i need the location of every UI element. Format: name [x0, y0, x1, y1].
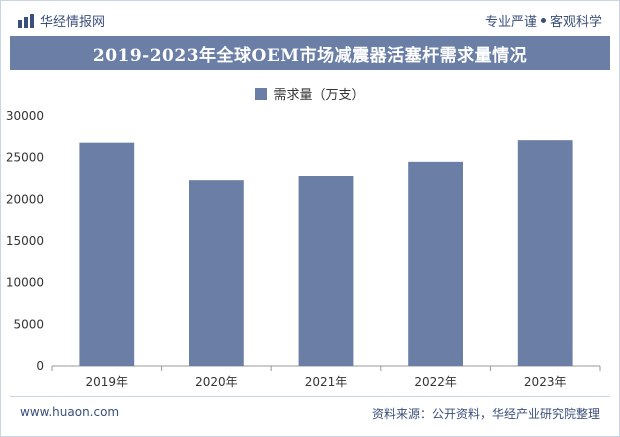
y-tick-label: 5000 [13, 317, 44, 331]
title-bar: 2019-2023年全球OEM市场减震器活塞杆需求量情况 [10, 36, 610, 70]
legend-label: 需求量（万支） [273, 88, 365, 103]
y-tick-label: 10000 [6, 276, 44, 290]
y-tick-label: 30000 [6, 109, 44, 123]
x-tick-label: 2022年 [414, 375, 457, 389]
bar [517, 140, 573, 366]
footer-divider [10, 396, 610, 397]
x-tick-label: 2023年 [524, 375, 567, 389]
bar [189, 180, 244, 366]
bullet-dot-icon [540, 18, 546, 23]
brand: 华经情报网 [18, 11, 105, 30]
slogan-left: 专业严谨 [484, 15, 537, 30]
bar [408, 161, 463, 366]
bar [79, 142, 135, 366]
bar [298, 176, 354, 366]
brand-name: 华经情报网 [40, 15, 106, 30]
legend-swatch [255, 87, 268, 100]
slogan-right: 客观科学 [549, 15, 602, 30]
x-tick-label: 2019年 [86, 375, 129, 389]
x-tick-label: 2021年 [305, 375, 348, 389]
top-bar: 华经情报网 专业严谨 客观科学 [0, 0, 620, 36]
slogan: 专业严谨 客观科学 [485, 11, 602, 30]
chart-title: 2019-2023年全球OEM市场减震器活塞杆需求量情况 [92, 45, 528, 66]
logo-icon [18, 13, 34, 28]
x-tick-label: 2020年 [195, 375, 238, 389]
y-tick-label: 0 [36, 359, 44, 373]
footer-source: 资料来源：公开资料，华经产业研究院整理 [371, 407, 600, 421]
y-tick-label: 15000 [6, 234, 44, 248]
y-tick-label: 20000 [6, 192, 44, 206]
footer-website: www.huaon.com [20, 405, 120, 419]
y-tick-label: 25000 [6, 151, 44, 165]
legend: 需求量（万支） [0, 84, 620, 103]
